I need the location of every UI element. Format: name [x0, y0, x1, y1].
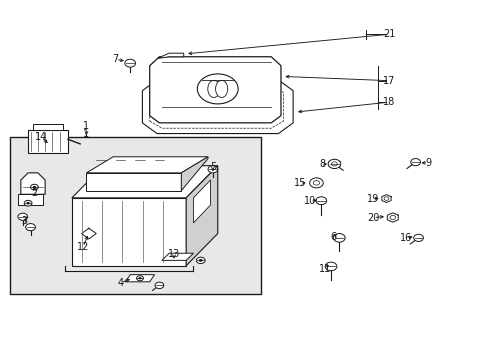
Text: 11: 11 — [318, 264, 330, 274]
Text: 3: 3 — [21, 216, 28, 226]
Circle shape — [197, 74, 238, 104]
Circle shape — [207, 166, 217, 173]
Text: 18: 18 — [383, 97, 395, 107]
Circle shape — [18, 213, 28, 220]
Circle shape — [124, 59, 135, 67]
Text: 13: 13 — [167, 249, 180, 259]
Text: 1: 1 — [83, 129, 89, 139]
Polygon shape — [21, 173, 45, 194]
Text: 9: 9 — [425, 158, 430, 168]
Polygon shape — [181, 157, 207, 191]
Circle shape — [313, 181, 319, 185]
Circle shape — [136, 276, 143, 281]
Circle shape — [155, 282, 163, 289]
Text: 10: 10 — [304, 197, 316, 206]
Polygon shape — [86, 173, 181, 191]
Circle shape — [413, 234, 423, 242]
Circle shape — [389, 215, 395, 220]
Text: 21: 21 — [383, 29, 395, 39]
Text: 2: 2 — [31, 188, 38, 198]
Circle shape — [331, 162, 337, 166]
Polygon shape — [149, 85, 283, 128]
Polygon shape — [72, 198, 186, 266]
Circle shape — [26, 224, 35, 231]
Text: 20: 20 — [366, 212, 379, 222]
Polygon shape — [81, 228, 96, 239]
Circle shape — [325, 262, 336, 271]
Polygon shape — [386, 213, 397, 222]
Circle shape — [26, 202, 30, 204]
Circle shape — [383, 197, 388, 201]
Text: 16: 16 — [399, 233, 411, 243]
Text: 7: 7 — [112, 54, 119, 64]
Text: 8: 8 — [319, 159, 325, 169]
Text: 19: 19 — [366, 194, 379, 203]
Polygon shape — [157, 53, 183, 59]
Text: 1: 1 — [83, 121, 89, 131]
Circle shape — [327, 159, 340, 168]
Bar — [28, 130, 68, 153]
Circle shape — [138, 277, 141, 279]
Text: 14: 14 — [35, 132, 47, 142]
Polygon shape — [19, 194, 42, 205]
Ellipse shape — [207, 80, 220, 98]
Bar — [10, 137, 260, 294]
Bar — [33, 123, 63, 130]
Polygon shape — [193, 180, 210, 223]
Text: 6: 6 — [329, 232, 335, 242]
Text: 12: 12 — [77, 242, 89, 252]
Polygon shape — [328, 159, 339, 168]
Text: 5: 5 — [209, 162, 216, 172]
Polygon shape — [72, 166, 217, 198]
Circle shape — [30, 184, 38, 190]
Polygon shape — [162, 253, 193, 260]
Circle shape — [315, 197, 326, 204]
Circle shape — [309, 178, 323, 188]
Text: 15: 15 — [294, 178, 306, 188]
Circle shape — [333, 234, 345, 242]
Text: 17: 17 — [383, 76, 395, 86]
Circle shape — [196, 257, 204, 264]
Polygon shape — [149, 57, 281, 123]
Ellipse shape — [215, 80, 227, 98]
Circle shape — [24, 201, 32, 206]
Polygon shape — [125, 275, 154, 282]
Polygon shape — [381, 195, 390, 203]
Polygon shape — [186, 166, 217, 266]
Circle shape — [33, 186, 36, 188]
Polygon shape — [142, 80, 292, 134]
Polygon shape — [86, 157, 207, 173]
Text: 4: 4 — [117, 278, 123, 288]
Circle shape — [410, 158, 420, 166]
Circle shape — [198, 259, 203, 262]
